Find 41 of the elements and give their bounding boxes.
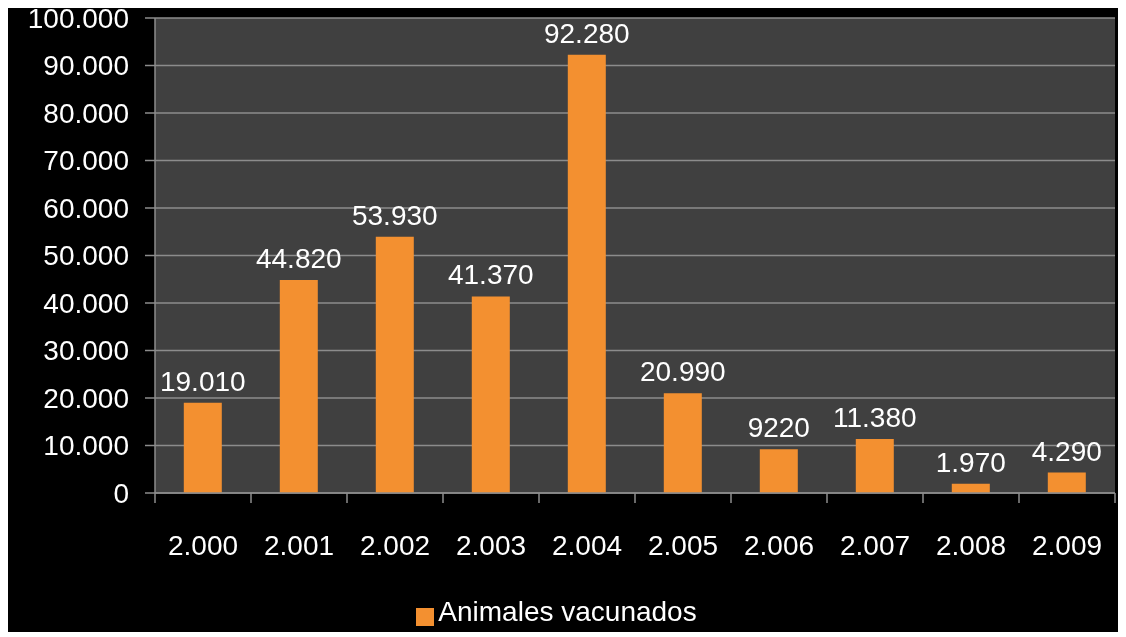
data-label: 9220: [747, 412, 810, 444]
y-tick-label: 10.000: [43, 430, 129, 462]
x-tick-label: 2.005: [647, 529, 719, 561]
y-tick-label: 100.000: [27, 2, 129, 34]
legend-label: Animales vacunados: [438, 596, 697, 627]
bar: [759, 449, 798, 493]
data-label: 19.010: [159, 365, 246, 397]
data-label: 1.970: [935, 446, 1006, 478]
x-tick-label: 2.000: [167, 529, 239, 561]
y-tick-label: 50.000: [43, 240, 129, 272]
bar: [183, 402, 222, 493]
bar: [663, 393, 702, 493]
data-label: 4.290: [1031, 435, 1102, 467]
x-tick-label: 2.003: [455, 529, 527, 561]
bar: [471, 296, 510, 493]
bar: [1047, 472, 1086, 493]
data-label: 20.990: [639, 356, 726, 388]
data-label: 11.380: [833, 401, 917, 433]
y-tick-label: 90.000: [43, 50, 129, 82]
y-tick-label: 40.000: [43, 287, 129, 319]
bar: [855, 438, 894, 493]
data-label: 44.820: [255, 243, 342, 275]
bar: [279, 280, 318, 493]
y-tick-label: 60.000: [43, 192, 129, 224]
x-tick-label: 2.001: [263, 529, 335, 561]
x-tick-label: 2.002: [359, 529, 431, 561]
x-tick-label: 2.009: [1031, 529, 1103, 561]
x-tick-label: 2.006: [743, 529, 815, 561]
bar: [567, 54, 606, 493]
bar: [375, 236, 414, 493]
x-tick-label: 2.008: [935, 529, 1007, 561]
data-label: 53.930: [351, 199, 438, 231]
y-tick-label: 30.000: [43, 335, 129, 367]
data-label: 92.280: [543, 17, 630, 49]
data-label: 41.370: [447, 259, 534, 291]
y-tick-label: 70.000: [43, 145, 129, 177]
y-tick-label: 20.000: [43, 382, 129, 414]
y-tick-label: 80.000: [43, 97, 129, 129]
y-tick-label: 0: [113, 477, 129, 509]
x-tick-label: 2.004: [551, 529, 623, 561]
x-tick-label: 2.007: [839, 529, 911, 561]
